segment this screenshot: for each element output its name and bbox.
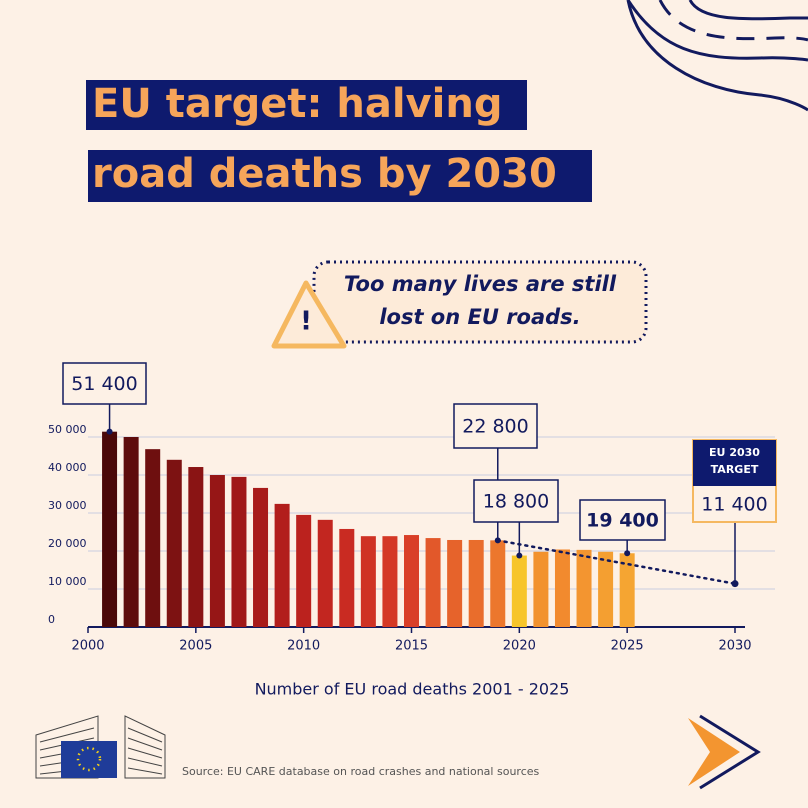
value-label: 19 400 (586, 510, 659, 532)
bar (425, 538, 441, 627)
bar (598, 551, 614, 627)
leader-dot (516, 552, 523, 559)
y-tick-label: 30 000 (48, 499, 87, 512)
bar (404, 535, 419, 627)
value-label-box (579, 499, 666, 541)
x-tick-label: 2025 (611, 639, 644, 654)
callout-text: Too many lives are still (344, 272, 617, 296)
bar (166, 459, 182, 627)
chart-title: road deaths by 2030 (92, 151, 557, 197)
x-tick-label: 2020 (503, 639, 536, 654)
bar (382, 536, 398, 627)
target-title: EU 2030 (709, 446, 760, 459)
bar (253, 487, 269, 627)
target-point (731, 580, 739, 588)
target-header (693, 440, 776, 486)
bar (576, 549, 592, 627)
target-value-label: 11 400 (701, 494, 767, 516)
bar (317, 519, 333, 627)
bar (468, 539, 484, 627)
bar (123, 437, 139, 627)
y-tick-label: 10 000 (48, 575, 87, 588)
title-bg (86, 80, 527, 130)
x-tick-label: 2010 (287, 639, 320, 654)
bar (145, 449, 161, 627)
bar (231, 476, 247, 627)
x-tick-label: 2000 (71, 639, 104, 654)
chart-title: EU target: halving (92, 81, 502, 127)
bar (339, 528, 355, 627)
bar (102, 431, 118, 627)
x-tick-label: 2005 (179, 639, 212, 654)
y-tick-label: 0 (48, 613, 55, 626)
x-tick-label: 2015 (395, 639, 428, 654)
leader-dot (106, 428, 113, 435)
warning-mark: ! (300, 307, 312, 337)
bar (554, 549, 570, 627)
title-bg (88, 150, 592, 202)
value-label-box (473, 479, 559, 523)
y-tick-label: 20 000 (48, 537, 87, 550)
warning-icon (271, 280, 347, 349)
bar (511, 555, 527, 627)
bar (447, 539, 463, 627)
bar (209, 475, 225, 627)
target-title: TARGET (711, 463, 759, 476)
value-label-box (62, 362, 147, 405)
bar (296, 514, 312, 627)
source: Source: EU CARE database on road crashes… (182, 765, 540, 778)
value-label: 18 800 (483, 491, 549, 513)
value-label: 51 400 (71, 373, 137, 395)
arrow-decoration (688, 714, 761, 790)
leader-dot (494, 537, 501, 544)
bar (188, 467, 204, 627)
projection-line (496, 539, 737, 585)
value-label-box (453, 403, 538, 449)
value-label: 22 800 (462, 416, 528, 438)
y-tick-label: 40 000 (48, 461, 87, 474)
bar (360, 536, 376, 627)
bar (619, 553, 635, 627)
eu-logo (35, 715, 166, 779)
road-decoration (626, 0, 808, 112)
callout-text: lost on EU roads. (379, 305, 580, 329)
x-axis-title: Number of EU road deaths 2001 - 2025 (255, 680, 570, 699)
leader-dot (624, 550, 631, 557)
bar (274, 503, 290, 627)
bar (490, 540, 506, 627)
bar (533, 551, 549, 627)
x-tick-label: 2030 (718, 639, 751, 654)
y-tick-label: 50 000 (48, 423, 87, 436)
